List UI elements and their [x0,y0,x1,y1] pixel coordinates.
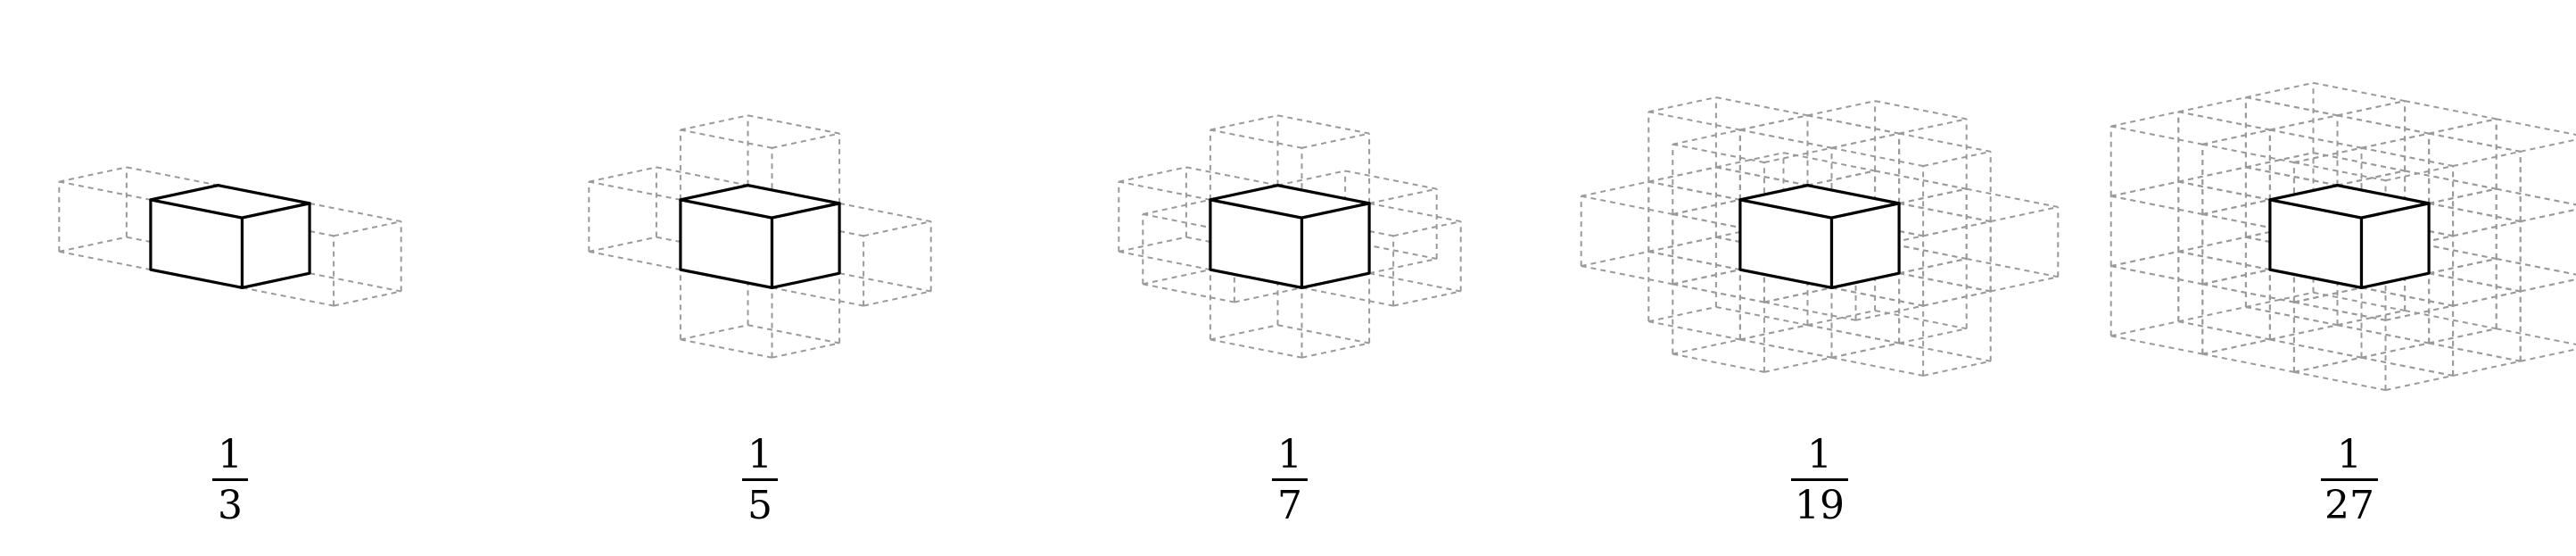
stencil-7-figure [1118,114,1462,359]
fraction-numerator: 1 [747,432,772,477]
fraction-numerator: 1 [218,432,243,477]
center-cube [2268,184,2431,289]
center-cube [149,184,311,289]
fraction-bar [1272,478,1308,481]
fraction-denominator: 3 [218,483,243,528]
center-cube [1209,184,1371,289]
neighbor-cube [2428,187,2576,293]
fraction-bar [2321,478,2378,481]
fraction-denominator: 5 [747,483,772,528]
stencil-19-weight-fraction: 1 19 [1766,436,1873,526]
neighbor-cube [2428,118,2576,223]
fraction-numerator: 1 [1807,432,1832,477]
fraction-bar [212,478,248,481]
fraction-denominator: 19 [1795,483,1845,528]
center-cube [679,184,841,289]
fraction-numerator: 1 [2337,432,2362,477]
fraction-numerator: 1 [1277,432,1302,477]
neighbor-cube [2428,257,2576,362]
stencil-27-figure [2110,81,2576,392]
stencil-3-figure [58,166,402,307]
fraction-denominator: 7 [1277,483,1302,528]
stencil-27-weight-fraction: 1 27 [2296,436,2403,526]
stencil-5-figure [588,114,932,359]
fraction-bar [1791,478,1848,481]
fraction-bar [742,478,778,481]
fraction-denominator: 27 [2324,483,2374,528]
center-cube [1738,184,1901,289]
stencil-19-figure [1580,96,2060,377]
